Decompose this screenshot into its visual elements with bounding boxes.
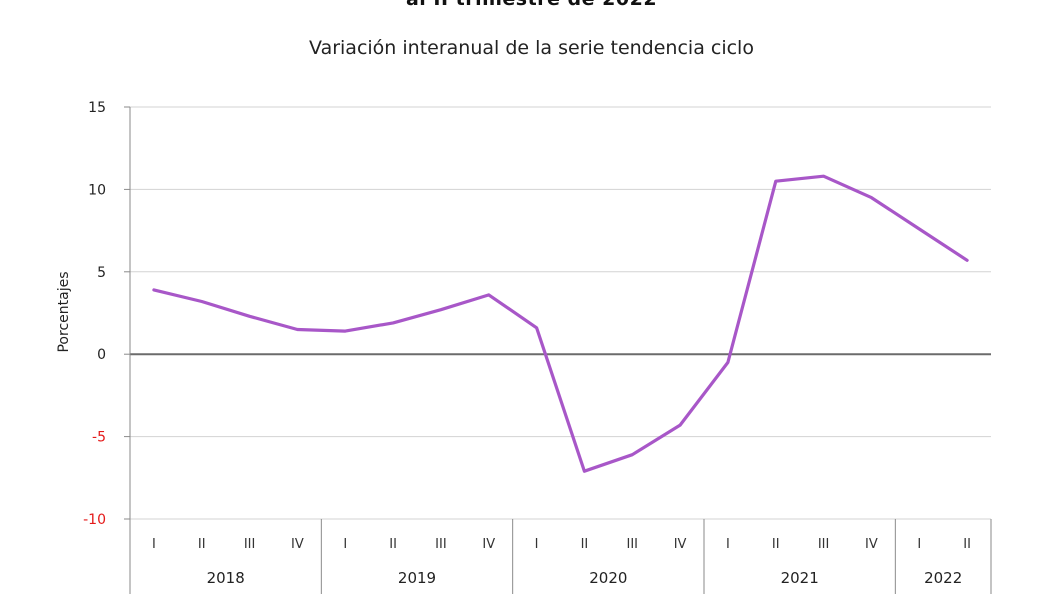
quarter-label: I bbox=[343, 537, 347, 552]
y-tick-label: 0 bbox=[97, 347, 106, 363]
data-point bbox=[343, 329, 347, 333]
y-tick-label: 10 bbox=[88, 182, 106, 198]
quarter-label: III bbox=[244, 537, 256, 552]
data-point bbox=[917, 227, 921, 231]
quarter-label: II bbox=[581, 537, 589, 552]
y-tick-label: 5 bbox=[97, 265, 106, 281]
quarter-label: II bbox=[772, 537, 780, 552]
quarter-label: I bbox=[152, 537, 156, 552]
data-point bbox=[965, 258, 969, 262]
quarter-label: I bbox=[726, 537, 730, 552]
year-label: 2018 bbox=[207, 569, 245, 587]
quarter-label: IV bbox=[865, 537, 878, 552]
data-point bbox=[487, 293, 491, 297]
y-tick-label: -10 bbox=[83, 512, 106, 528]
quarter-label: IV bbox=[291, 537, 304, 552]
quarter-label: III bbox=[818, 537, 830, 552]
chart-subtitle: Variación interanual de la serie tendenc… bbox=[309, 37, 754, 59]
data-point bbox=[774, 179, 778, 183]
data-point bbox=[200, 299, 204, 303]
data-point bbox=[535, 326, 539, 330]
data-point bbox=[630, 453, 634, 457]
y-tick-label: 15 bbox=[88, 100, 106, 116]
quarter-label: I bbox=[917, 537, 921, 552]
year-label: 2019 bbox=[398, 569, 436, 587]
series-line bbox=[152, 174, 969, 473]
quarter-label: II bbox=[963, 537, 971, 552]
data-point bbox=[439, 308, 443, 312]
data-point bbox=[248, 314, 252, 318]
quarter-label: II bbox=[389, 537, 397, 552]
data-point bbox=[391, 321, 395, 325]
year-label: 2022 bbox=[924, 569, 962, 587]
data-point bbox=[295, 327, 299, 331]
data-point bbox=[152, 288, 156, 292]
quarter-label: IV bbox=[674, 537, 687, 552]
quarter-label: II bbox=[198, 537, 206, 552]
data-point bbox=[582, 469, 586, 473]
year-label: 2021 bbox=[781, 569, 819, 587]
y-tick-label: -5 bbox=[92, 430, 106, 446]
quarter-label: IV bbox=[482, 537, 495, 552]
quarter-label: I bbox=[535, 537, 539, 552]
data-point bbox=[678, 423, 682, 427]
chart-title: al II trimestre de 2022 bbox=[0, 0, 1063, 10]
quarter-label: III bbox=[626, 537, 638, 552]
quarter-label: III bbox=[435, 537, 447, 552]
data-point bbox=[726, 360, 730, 364]
data-point bbox=[822, 174, 826, 178]
year-label: 2020 bbox=[589, 569, 627, 587]
data-point bbox=[869, 196, 873, 200]
